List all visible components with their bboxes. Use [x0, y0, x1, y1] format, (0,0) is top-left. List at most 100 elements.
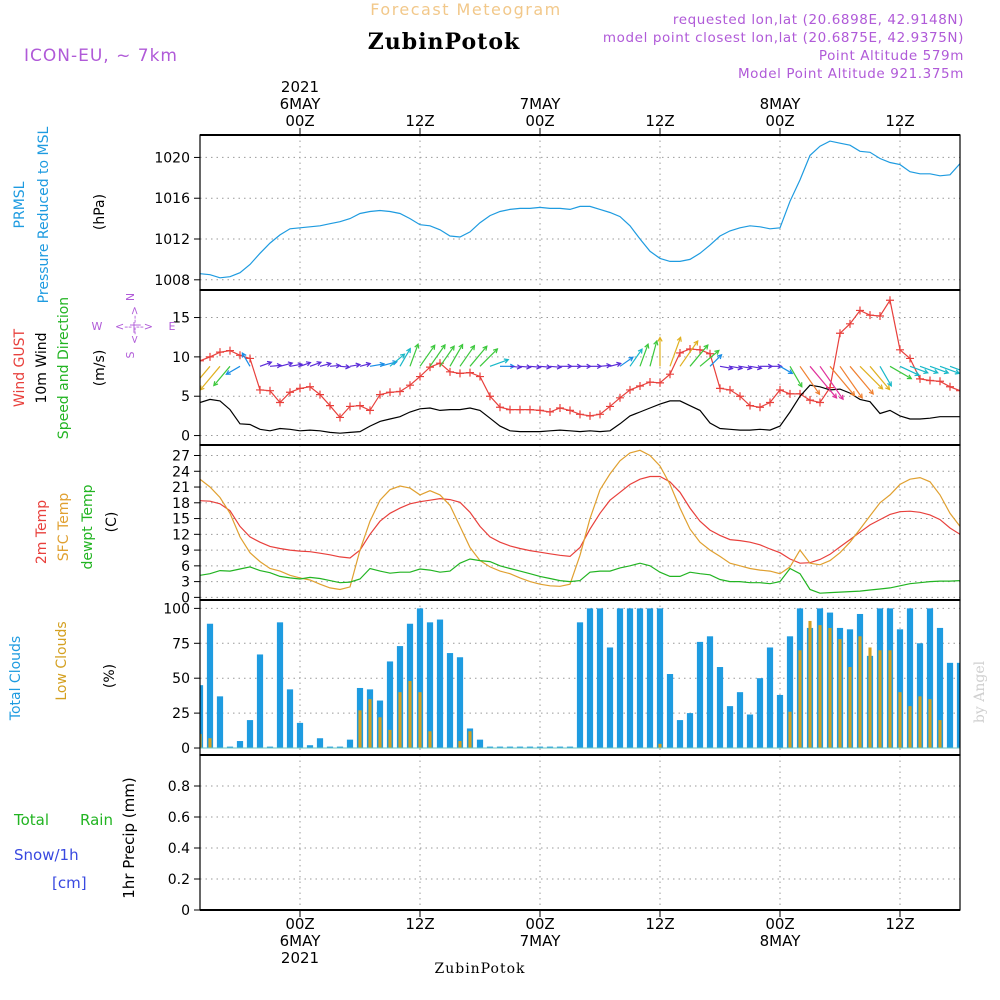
wind-arrow: [749, 365, 762, 369]
temperature-ytick-label: 12: [172, 527, 190, 543]
clouds-bar-low: [358, 710, 362, 749]
wind-arrow-head: [676, 336, 682, 342]
precip-label-rain: Rain: [80, 811, 113, 829]
top-time-label: 2021: [281, 78, 319, 96]
clouds-label-low: Low Clouds: [54, 621, 70, 700]
clouds-bar-low: [798, 650, 802, 749]
wind-arrow: [839, 365, 863, 399]
wind-arrow-head: [365, 361, 372, 368]
gust-marker: [466, 368, 474, 377]
wind-arrow-head: [440, 343, 446, 350]
pressure-unit: (hPa): [92, 194, 108, 230]
wind-arrow-head: [266, 360, 273, 366]
gust-marker: [396, 387, 404, 396]
wind-arrow: [909, 365, 928, 374]
clouds-bar-total: [626, 608, 634, 749]
gust-marker: [636, 381, 644, 390]
temperature-frame: [199, 444, 961, 601]
compass-icon: W E <--|--> N <--|--> S: [92, 293, 176, 359]
temp-label-dewpt: dewpt Temp: [80, 484, 96, 569]
bottom-time-label: 12Z: [405, 915, 434, 933]
wind-arrow-head: [470, 344, 476, 351]
clouds-bar-total: [416, 608, 424, 749]
temperature-ytick-label: 18: [172, 496, 190, 512]
wind-arrow: [689, 344, 709, 367]
top-time-label: 6MAY: [280, 95, 322, 113]
clouds-bar-low: [888, 650, 892, 749]
wind-arrow: [829, 365, 855, 396]
clouds-bar-total: [606, 647, 614, 749]
clouds-bar-total: [386, 661, 394, 749]
wind-arrow-head: [326, 361, 332, 367]
top-time-label: 12Z: [405, 112, 434, 130]
clouds-bar-total: [216, 696, 224, 749]
wind-panel: 0 5 10 15: [172, 289, 961, 446]
pressure-frame: [199, 134, 961, 291]
wind-plot-area: [200, 296, 960, 434]
gust-marker: [316, 390, 324, 399]
clouds-bar-total: [956, 662, 960, 749]
clouds-bar-low: [428, 731, 432, 749]
clouds-bar-total: [686, 713, 694, 749]
precip-ytick-label: 0: [181, 903, 190, 919]
clouds-bar-total: [716, 667, 724, 749]
wind-arrow: [369, 363, 385, 367]
gust-marker: [496, 403, 504, 412]
wind-arrow: [819, 365, 844, 400]
clouds-bar-total: [496, 746, 504, 749]
gust-marker: [676, 348, 684, 357]
gust-marker: [516, 405, 524, 414]
clouds-bar-total: [506, 746, 514, 749]
temperature-ytick-label: 0: [181, 590, 190, 606]
clouds-bar-low: [848, 667, 852, 749]
gust-marker: [916, 374, 924, 383]
model-altitude: Model Point Altitude 921.375m: [738, 66, 964, 82]
wind-arrow-head: [815, 389, 821, 396]
gust-marker: [766, 398, 774, 407]
temperature-line-sfc-temp: [200, 449, 960, 591]
clouds-bar-total: [596, 608, 604, 749]
pressure-label-msl: Pressure Reduced to MSL: [36, 126, 52, 303]
clouds-bar-total: [656, 608, 664, 749]
gust-marker: [546, 407, 554, 416]
clouds-bar-total: [946, 662, 954, 749]
gust-marker: [416, 372, 424, 381]
gust-marker: [526, 405, 534, 414]
wind-arrow: [489, 359, 509, 367]
clouds-bar-low: [838, 639, 842, 749]
clouds-bar-total: [576, 622, 584, 749]
gust-marker: [836, 329, 844, 338]
gust-marker: [426, 363, 434, 372]
gust-marker: [366, 406, 374, 415]
wind-arrow-head: [546, 364, 552, 370]
wind-label-gust: Wind GUST: [12, 328, 28, 407]
gust-marker: [716, 384, 724, 393]
wind-arrow-head: [644, 342, 650, 349]
clouds-bar-total: [926, 608, 934, 749]
gust-marker: [486, 392, 494, 401]
wind-arrow: [409, 343, 419, 367]
wind-arrow-head: [213, 381, 219, 387]
clouds-bar-low: [458, 741, 462, 749]
wind-arrow: [226, 365, 241, 375]
wind-arrow-head: [878, 384, 884, 390]
wind-arrow-head: [241, 352, 247, 358]
clouds-bar-total: [226, 746, 234, 749]
gust-marker: [376, 390, 384, 399]
wind-arrow: [289, 363, 303, 367]
clouds-bar-total: [206, 623, 214, 749]
clouds-bar-total: [696, 641, 704, 749]
gust-marker: [606, 402, 614, 411]
gust-marker: [506, 405, 514, 414]
clouds-ytick-label: 0: [181, 741, 190, 757]
wind-arrow-head: [887, 381, 892, 387]
clouds-bar-low: [828, 627, 832, 749]
temp-label-sfc: SFC Temp: [56, 493, 72, 562]
wind-arrow: [200, 365, 221, 391]
precip-ytick-label: 0.6: [168, 810, 190, 826]
wind-arrow: [939, 365, 960, 374]
wind-arrow: [899, 365, 920, 376]
wind-arrow-head: [717, 353, 723, 360]
wind-arrow-head: [399, 353, 406, 359]
wind-arrow-head: [503, 358, 510, 364]
